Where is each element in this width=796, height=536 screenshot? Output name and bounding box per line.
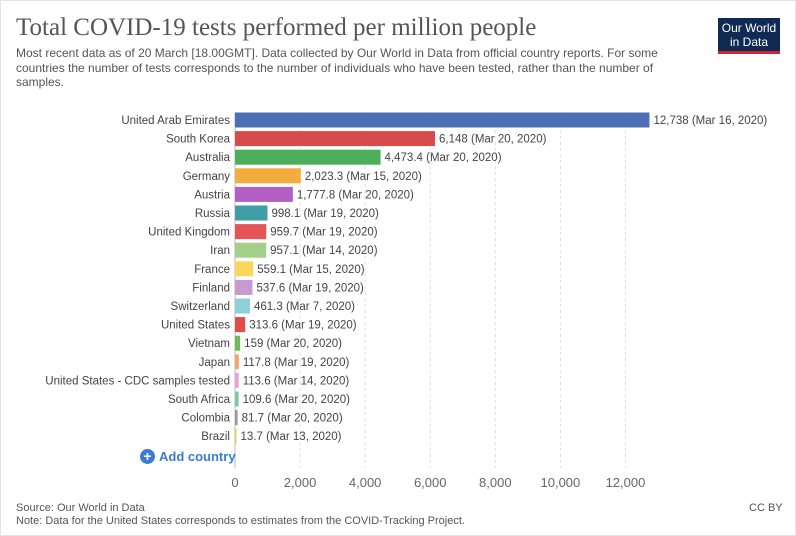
x-tick-label: 8,000 xyxy=(479,475,512,490)
value-label: 1,777.8 (Mar 20, 2020) xyxy=(297,189,414,201)
category-label: Switzerland xyxy=(171,301,230,313)
category-label: United Kingdom xyxy=(148,227,230,239)
category-label: Australia xyxy=(185,152,230,164)
category-label: United States xyxy=(161,320,230,332)
x-tick-label: 10,000 xyxy=(541,475,581,490)
plus-icon: + xyxy=(140,448,155,464)
value-label: 537.6 (Mar 19, 2020) xyxy=(256,282,364,294)
value-label: 13.7 (Mar 13, 2020) xyxy=(241,431,342,443)
x-tick-label: 6,000 xyxy=(414,475,447,490)
chart-title: Total COVID-19 tests performed per milli… xyxy=(16,14,537,41)
category-label: Iran xyxy=(210,245,230,257)
category-label: Brazil xyxy=(201,431,230,443)
license-link[interactable]: CC BY xyxy=(749,502,783,514)
bar xyxy=(235,298,251,314)
bar xyxy=(235,410,238,426)
category-label: Austria xyxy=(194,189,230,201)
add-country-label: Add country xyxy=(159,448,236,464)
bar xyxy=(235,372,239,388)
bar xyxy=(235,186,293,202)
bar xyxy=(235,428,237,444)
value-label: 461.3 (Mar 7, 2020) xyxy=(254,301,355,313)
x-tick-label: 4,000 xyxy=(349,475,382,490)
bar xyxy=(235,168,301,184)
bar xyxy=(235,354,239,370)
bar xyxy=(235,242,267,258)
value-label: 313.6 (Mar 19, 2020) xyxy=(249,320,357,332)
category-label: South Africa xyxy=(168,394,231,406)
value-label: 2,023.3 (Mar 15, 2020) xyxy=(305,171,422,183)
logo-line-1: Our World xyxy=(721,21,777,35)
category-label: South Korea xyxy=(166,134,231,146)
category-label: Colombia xyxy=(181,413,230,425)
value-label: 4,473.4 (Mar 20, 2020) xyxy=(385,152,502,164)
bar xyxy=(235,391,239,407)
category-label: France xyxy=(194,264,230,276)
note-text: Note: Data for the United States corresp… xyxy=(16,514,465,527)
bar xyxy=(235,205,268,221)
value-label: 6,148 (Mar 20, 2020) xyxy=(439,134,547,146)
category-label: Vietnam xyxy=(188,338,230,350)
bar xyxy=(235,317,246,333)
bar xyxy=(235,261,254,277)
category-label: Finland xyxy=(192,282,230,294)
value-label: 113.6 (Mar 14, 2020) xyxy=(243,375,350,387)
bar xyxy=(235,131,436,147)
x-tick-label: 0 xyxy=(231,475,238,490)
bar xyxy=(235,279,253,295)
category-label: Russia xyxy=(195,208,231,220)
logo-line-2: in Data xyxy=(729,35,769,49)
owid-logo[interactable]: Our World in Data xyxy=(718,18,780,54)
bar xyxy=(235,112,650,128)
bar xyxy=(235,149,381,165)
value-label: 559.1 (Mar 15, 2020) xyxy=(257,264,365,276)
value-label: 117.8 (Mar 19, 2020) xyxy=(243,357,350,369)
value-label: 998.1 (Mar 19, 2020) xyxy=(271,208,379,220)
value-label: 957.1 (Mar 14, 2020) xyxy=(270,245,378,257)
category-label: United Arab Emirates xyxy=(121,115,230,127)
value-label: 81.7 (Mar 20, 2020) xyxy=(242,413,343,425)
category-label: Japan xyxy=(199,357,230,369)
bar xyxy=(235,335,241,351)
value-label: 959.7 (Mar 19, 2020) xyxy=(270,227,378,239)
x-tick-label: 12,000 xyxy=(606,475,646,490)
value-label: 109.6 (Mar 20, 2020) xyxy=(243,394,351,406)
chart-footer: Source: Our World in Data Note: Data for… xyxy=(16,502,465,527)
value-label: 12,738 (Mar 16, 2020) xyxy=(653,115,767,127)
chart-subtitle: Most recent data as of 20 March [18.00GM… xyxy=(16,46,658,89)
bar xyxy=(235,224,267,240)
category-label: Germany xyxy=(183,171,231,183)
x-tick-label: 2,000 xyxy=(284,475,317,490)
add-country-button[interactable]: + Add country xyxy=(140,447,236,465)
source-text: Source: Our World in Data xyxy=(16,502,145,514)
category-label: United States - CDC samples tested xyxy=(45,375,230,387)
value-label: 159 (Mar 20, 2020) xyxy=(244,338,342,350)
